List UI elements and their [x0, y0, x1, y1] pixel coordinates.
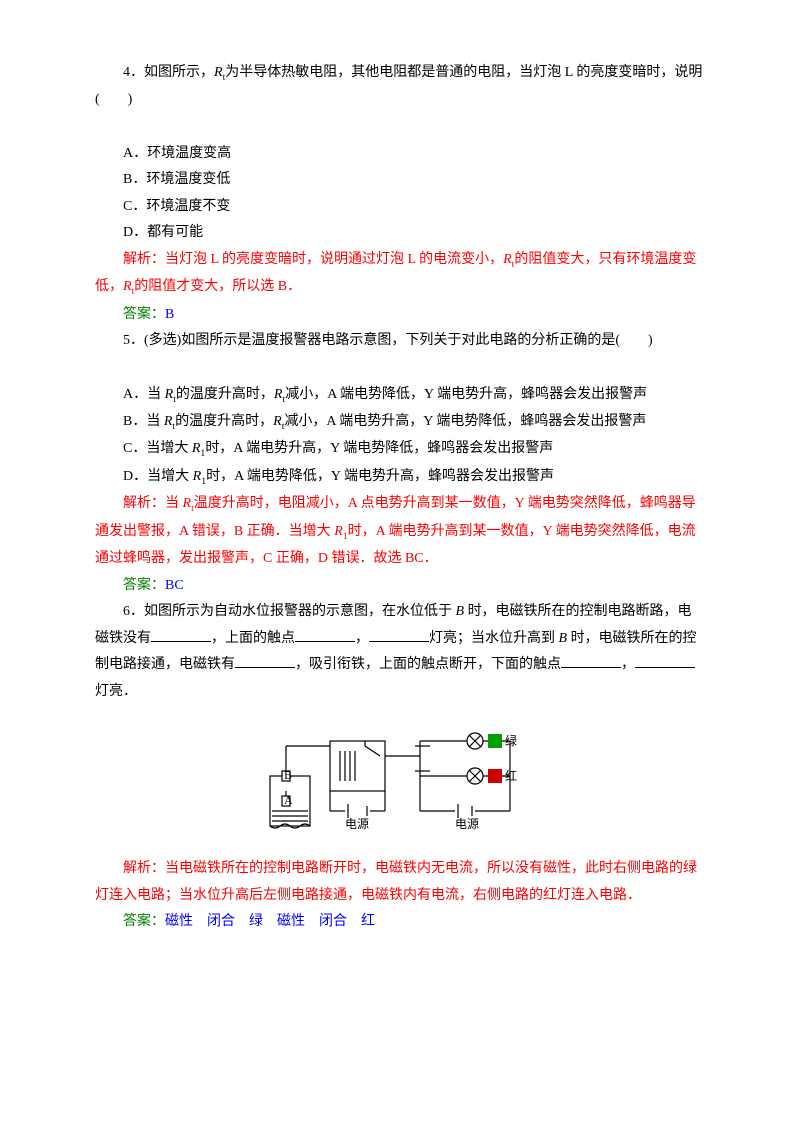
diag-red: 红: [505, 768, 517, 783]
q6-s-h: ，: [621, 657, 635, 672]
q6-answer-label: 答案：: [123, 914, 165, 929]
q5-c-1: C．当增大: [123, 441, 192, 456]
q5-a-1: A．当: [123, 387, 165, 402]
q5-b-1: B．当: [123, 414, 164, 429]
q5-answer-val: BC: [165, 578, 184, 593]
q6-answer: 答案：磁性 闭合 绿 磁性 闭合 红: [95, 909, 705, 936]
q5-b-3: 减小，A 端电势升高，Y 端电势降低，蜂鸣器会发出报警声: [284, 414, 646, 429]
q5-a-3: 减小，A 端电势降低，Y 端电势升高，蜂鸣器会发出报警声: [285, 387, 647, 402]
q5-stem-text: (多选)如图所示是温度报警器电路示意图，下列关于对此电路的分析正确的是( ): [144, 333, 653, 348]
q6-circuit-svg: A B 电源 电源 绿 红: [260, 716, 540, 836]
q6-analysis-text: 当电磁铁所在的控制电路断开时，电磁铁内无电流，所以没有磁性，此时右侧电路的绿灯连…: [95, 861, 697, 903]
q6-s-c: ，上面的触点: [211, 631, 295, 646]
q6-s-g: ，吸引衔铁，上面的触点断开，下面的触点: [295, 657, 561, 672]
q6-s-d: ，: [355, 631, 369, 646]
q5-answer: 答案：BC: [95, 573, 705, 600]
q4-opt-d: D．都有可能: [95, 220, 705, 247]
q5-d-1: D．当增大: [123, 469, 193, 484]
q4-stem: 4．如图所示，Rt为半导体热敏电阻，其他电阻都是普通的电阻，当灯泡 L 的亮度变…: [95, 60, 705, 114]
q5-analysis: 解析：当 Rt温度升高时，电阻减小，A 点电势升高到某一数值，Y 端电势突然降低…: [95, 491, 705, 572]
q5-d-2: 时，A 端电势降低，Y 端电势升高，蜂鸣器会发出报警声: [206, 469, 554, 484]
q6-blank-4: [235, 653, 295, 668]
q5-b-2: 的温度升高时，: [175, 414, 273, 429]
q4-answer-val: B: [165, 307, 174, 322]
q4-opt-b: B．环境温度变低: [95, 167, 705, 194]
diag-src1: 电源: [345, 817, 369, 831]
q6-blank-5: [561, 653, 621, 668]
q5-opt-c: C．当增大 R1时，A 端电势升高，Y 端电势降低，蜂鸣器会发出报警声: [95, 436, 705, 463]
q5-a-2: 的温度升高时，: [176, 387, 274, 402]
q5-analysis-label: 解析：: [123, 496, 165, 511]
q4-analysis: 解析：当灯泡 L 的亮度变暗时，说明通过灯泡 L 的电流变小，Rt的阻值变大，只…: [95, 247, 705, 302]
q6-blank-2: [295, 627, 355, 642]
q4-spacer: [95, 114, 705, 141]
q6-blank-6: [635, 653, 695, 668]
diag-src2: 电源: [455, 817, 479, 831]
q5-b-r2: R: [273, 414, 282, 429]
diag-green: 绿: [505, 733, 517, 748]
red-lamp-icon: [488, 769, 502, 783]
diag-label-b: B: [284, 768, 292, 782]
q5-stem: 5．(多选)如图所示是温度报警器电路示意图，下列关于对此电路的分析正确的是( ): [95, 328, 705, 355]
q5-c-2: 时，A 端电势升高，Y 端电势降低，蜂鸣器会发出报警声: [205, 441, 553, 456]
q6-blank-1: [151, 627, 211, 642]
q4-var: R: [214, 65, 223, 80]
q5-a-r1: R: [165, 387, 174, 402]
q5-spacer: [95, 355, 705, 382]
q4-answer: 答案：B: [95, 302, 705, 329]
q6-s-e: 灯亮；当水位升高到: [429, 631, 559, 646]
q6-s-a: 如图所示为自动水位报警器的示意图，在水位低于: [144, 604, 456, 619]
q6-stem: 6．如图所示为自动水位报警器的示意图，在水位低于 B 时，电磁铁所在的控制电路断…: [95, 599, 705, 705]
q5-d-r: R: [193, 469, 202, 484]
q6-analysis: 解析：当电磁铁所在的控制电路断开时，电磁铁内无电流，所以没有磁性，此时右侧电路的…: [95, 856, 705, 909]
q5-ana-1: 当: [165, 496, 183, 511]
q4-opt-a: A．环境温度变高: [95, 141, 705, 168]
green-lamp-icon: [488, 734, 502, 748]
q4-analysis-c: 的阻值才变大，所以选 B．: [134, 279, 301, 294]
q5-opt-b: B．当 Rt的温度升高时，Rt减小，A 端电势升高，Y 端电势降低，蜂鸣器会发出…: [95, 409, 705, 436]
diag-label-a: A: [284, 793, 293, 807]
q5-opt-a: A．当 Rt的温度升高时，Rt减小，A 端电势降低，Y 端电势升高，蜂鸣器会发出…: [95, 382, 705, 409]
q6-var-b2: B: [559, 631, 568, 646]
q6-s-i: 灯亮．: [95, 684, 137, 699]
q6-blank-3: [369, 627, 429, 642]
q5-number: 5．: [123, 333, 144, 348]
q4-stem-a: 如图所示，: [144, 65, 214, 80]
q6-answer-val: 磁性 闭合 绿 磁性 闭合 红: [165, 914, 375, 929]
q4-answer-label: 答案：: [123, 307, 165, 322]
q6-number: 6．: [123, 604, 144, 619]
page: 4．如图所示，Rt为半导体热敏电阻，其他电阻都是普通的电阻，当灯泡 L 的亮度变…: [0, 0, 800, 1132]
q4-analysis-a: 当灯泡 L 的亮度变暗时，说明通过灯泡 L 的电流变小，: [165, 252, 503, 267]
q6-diagram: A B 电源 电源 绿 红: [95, 716, 705, 847]
q4-var3: R: [123, 279, 132, 294]
q4-number: 4．: [123, 65, 144, 80]
q6-var-b1: B: [456, 604, 465, 619]
q4-opt-c: C．环境温度不变: [95, 194, 705, 221]
q5-answer-label: 答案：: [123, 578, 165, 593]
q5-ana-r1: R: [183, 496, 192, 511]
q4-var2: R: [503, 252, 512, 267]
q4-analysis-label: 解析：: [123, 252, 165, 267]
q5-opt-d: D．当增大 R1时，A 端电势降低，Y 端电势升高，蜂鸣器会发出报警声: [95, 464, 705, 491]
q6-analysis-label: 解析：: [123, 861, 165, 876]
q5-ana-r2: R: [334, 524, 343, 539]
